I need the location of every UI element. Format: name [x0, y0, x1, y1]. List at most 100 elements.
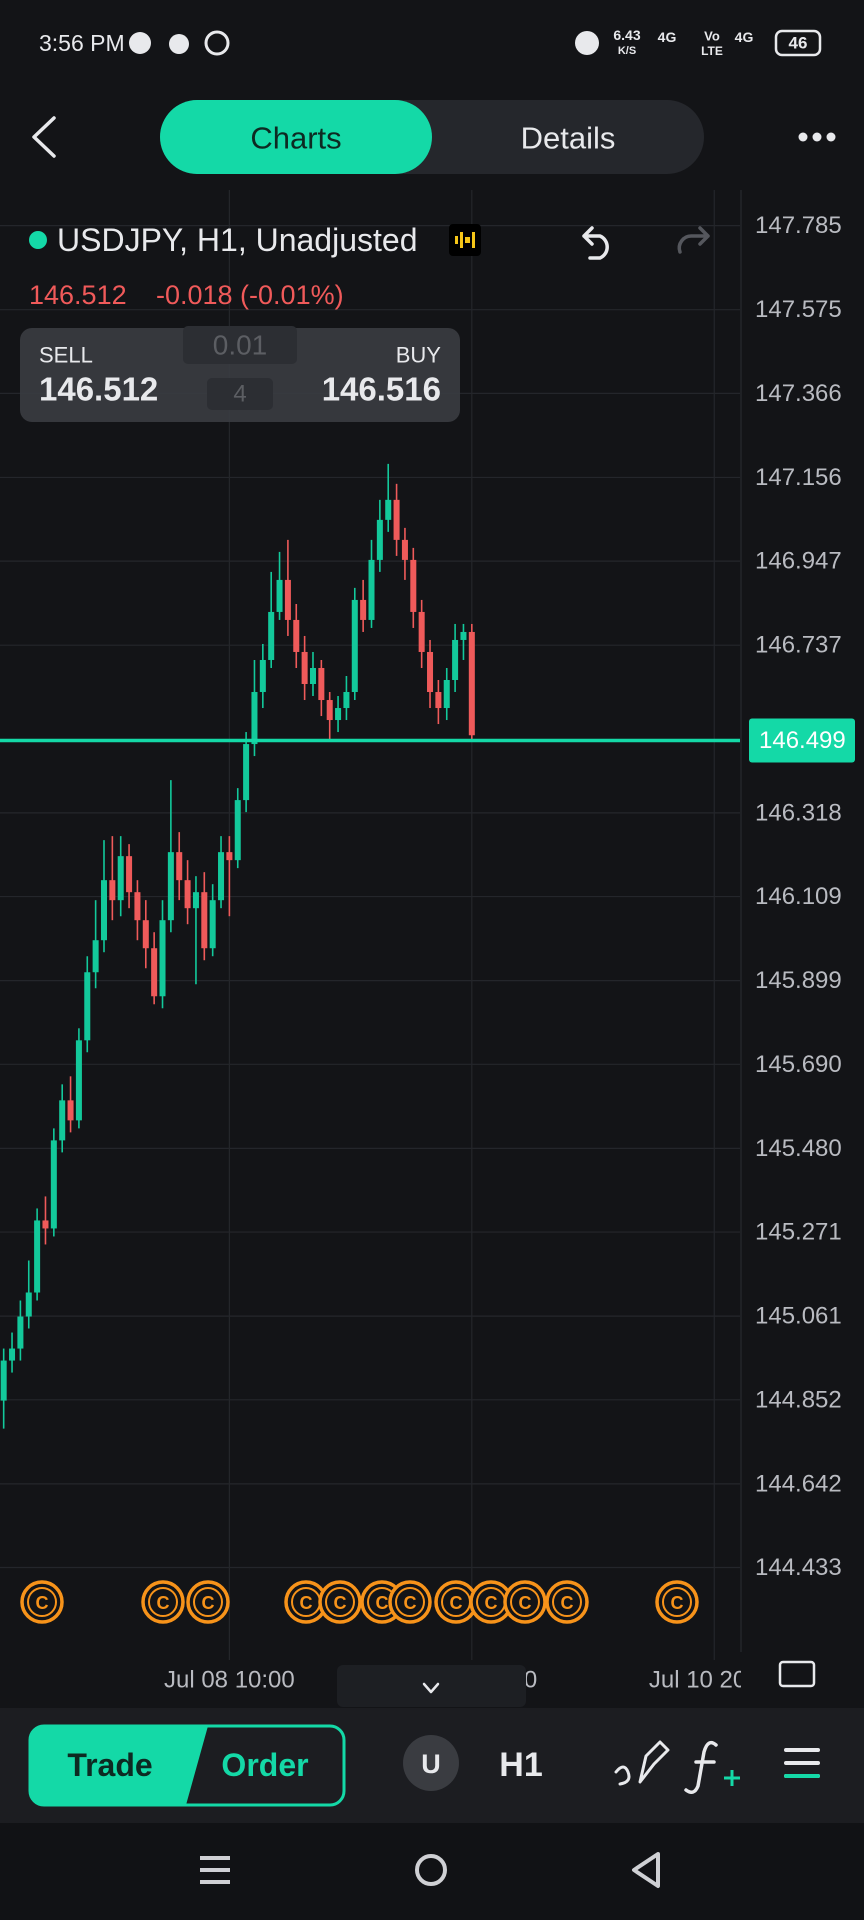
event-marker[interactable]: C — [388, 1580, 432, 1624]
draw-tool[interactable] — [614, 1740, 670, 1786]
event-marker[interactable]: C — [318, 1580, 362, 1624]
network-label: 4G — [735, 29, 754, 45]
candle-body — [34, 1220, 41, 1293]
candle-body — [25, 1292, 32, 1317]
candle-body — [268, 611, 275, 660]
candle-body — [0, 1360, 7, 1401]
symbol-name[interactable]: USDJPY, H1, Unadjusted — [57, 222, 417, 258]
trade-active[interactable] — [30, 1726, 208, 1805]
y-tick-label: 144.433 — [755, 1554, 842, 1581]
event-marker[interactable]: C — [284, 1580, 328, 1624]
lot-size[interactable]: 0.01 — [213, 330, 268, 361]
event-marker[interactable]: C — [186, 1580, 230, 1624]
event-ring-inner — [325, 1587, 355, 1617]
status-time: 3:56 PM — [39, 30, 125, 56]
candle-body — [17, 1316, 24, 1349]
event-ring-inner — [193, 1587, 223, 1617]
y-tick-label: 147.156 — [755, 464, 842, 491]
y-tick-label: 145.061 — [755, 1303, 842, 1330]
redo-button[interactable] — [677, 226, 710, 254]
candle-body — [276, 579, 283, 612]
event-marker[interactable]: C — [545, 1580, 589, 1624]
sell-price[interactable]: 146.512 — [39, 371, 158, 408]
mode-label[interactable]: U — [421, 1749, 441, 1779]
candle-body — [100, 880, 108, 941]
candle-body — [376, 519, 383, 560]
candle-body — [435, 692, 442, 709]
candle-body — [67, 1100, 74, 1121]
undo-button[interactable] — [582, 226, 609, 260]
tab-details[interactable]: Details — [521, 121, 616, 156]
event-marker[interactable]: C — [141, 1580, 185, 1624]
candle-body — [293, 619, 300, 652]
candle-body — [167, 852, 174, 921]
lot-box[interactable] — [183, 326, 297, 364]
status-icon — [204, 30, 230, 56]
scroll-handle[interactable] — [337, 1665, 526, 1707]
event-marker[interactable]: C — [503, 1580, 547, 1624]
scroll-arrow[interactable] — [422, 1682, 440, 1694]
candle-body — [360, 599, 367, 620]
tab-charts[interactable]: Charts — [250, 121, 341, 156]
indicator-tool[interactable] — [684, 1740, 718, 1794]
spread: 4 — [233, 381, 246, 408]
timeframe[interactable]: H1 — [499, 1746, 542, 1784]
back-button[interactable] — [32, 116, 56, 158]
y-tick-label: 145.271 — [755, 1219, 842, 1246]
event-marker[interactable]: C — [469, 1580, 513, 1624]
event-marker[interactable]: C — [20, 1580, 64, 1624]
trade-button[interactable]: Trade — [67, 1747, 152, 1783]
event-ring-inner — [395, 1587, 425, 1617]
candle-body — [284, 579, 291, 620]
event-label: C — [202, 1593, 215, 1613]
more-button[interactable] — [798, 132, 836, 142]
volte-label: Vo — [704, 29, 720, 44]
signal-icon-bars — [455, 232, 475, 248]
tab-active[interactable] — [160, 100, 432, 174]
event-marker[interactable]: C — [434, 1580, 478, 1624]
battery — [774, 29, 822, 57]
nav-recents[interactable] — [200, 1856, 230, 1884]
sell-label[interactable]: SELL — [39, 343, 93, 368]
candle-body — [59, 1100, 66, 1141]
event-label: C — [450, 1593, 463, 1613]
candle-body — [92, 940, 99, 973]
y-tick-label: 144.852 — [755, 1386, 842, 1413]
nav-bar — [0, 1823, 864, 1920]
event-ring-inner — [27, 1587, 57, 1617]
event-label: C — [671, 1593, 684, 1613]
candle-body — [326, 700, 333, 721]
candle-body — [151, 948, 158, 997]
y-tick-label: 144.642 — [755, 1470, 842, 1497]
fullscreen-button[interactable] — [778, 1660, 816, 1688]
y-tick-label: 147.366 — [755, 380, 842, 407]
status-dot — [29, 231, 47, 249]
event-label: C — [36, 1593, 49, 1613]
candle-body — [393, 499, 400, 540]
candle-body — [309, 667, 316, 685]
event-label: C — [561, 1593, 574, 1613]
candle-body — [368, 559, 375, 620]
buy-price[interactable]: 146.516 — [322, 371, 441, 408]
nav-home[interactable] — [415, 1854, 447, 1886]
candle-body — [443, 680, 450, 709]
candle-body — [209, 900, 216, 949]
y-tick-label: 145.899 — [755, 967, 842, 994]
event-marker[interactable]: C — [655, 1580, 699, 1624]
event-label: C — [376, 1593, 389, 1613]
y-tick-label: 145.690 — [755, 1051, 842, 1078]
nav-back[interactable] — [632, 1852, 660, 1888]
net-speed-unit: K/S — [618, 45, 636, 57]
candle-body — [117, 856, 124, 901]
buy-label[interactable]: BUY — [396, 343, 442, 368]
mode-button[interactable] — [403, 1735, 459, 1791]
candle-body — [192, 892, 199, 909]
candle-body — [343, 692, 350, 709]
order-button[interactable]: Order — [221, 1747, 308, 1783]
alarm-icon — [575, 31, 599, 55]
event-label: C — [300, 1593, 313, 1613]
y-tick-label: 146.947 — [755, 548, 842, 575]
candle-body — [301, 651, 308, 685]
y-tick-label: 147.785 — [755, 212, 842, 239]
candle-body — [84, 972, 91, 1041]
